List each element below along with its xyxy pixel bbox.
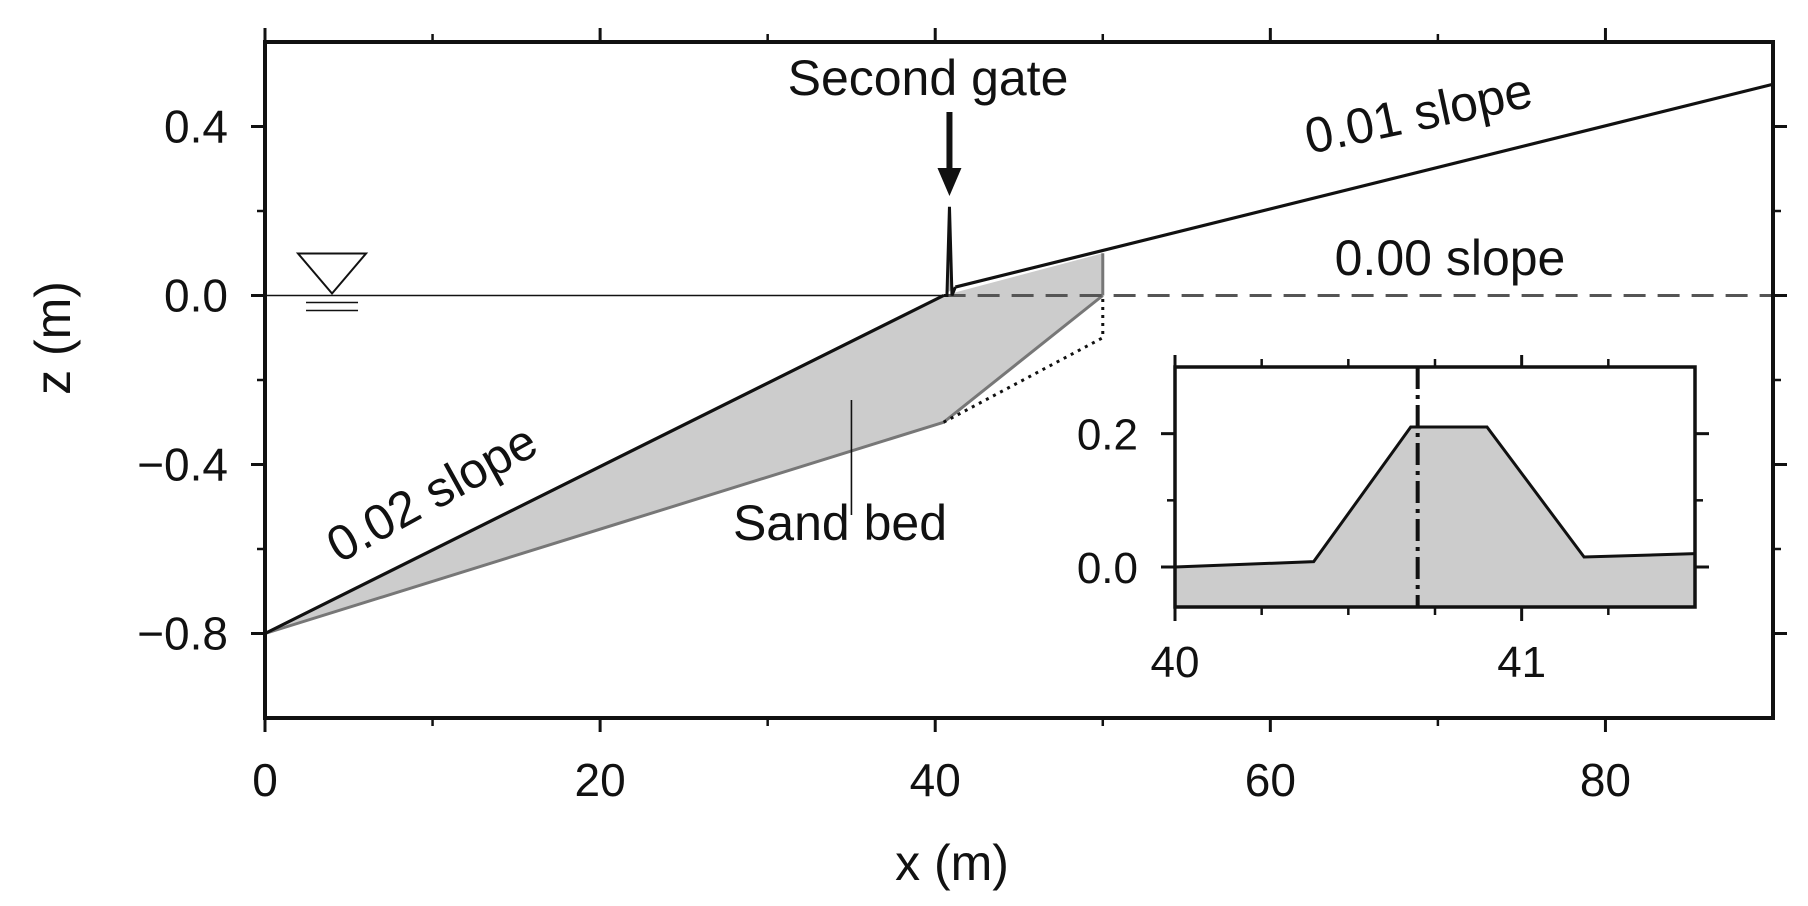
y-tick-label: −0.4 (137, 439, 228, 491)
second-gate-line (943, 206, 957, 297)
gate-arrow-head (937, 168, 962, 196)
x-tick-label: 40 (910, 754, 961, 806)
sand-bed-fill (265, 253, 1103, 634)
x-tick-label: 60 (1245, 754, 1296, 806)
inset-y-tick-label: 0.2 (1077, 411, 1138, 460)
annotation-sand-bed: Sand bed (733, 495, 947, 551)
annotation-000-slope: 0.00 slope (1335, 230, 1566, 286)
series-002-slope-line (264, 294, 945, 635)
y-tick-label: −0.8 (137, 608, 228, 660)
x-axis-label: x (m) (895, 835, 1009, 891)
inset-x-tick-label: 41 (1497, 638, 1546, 687)
inset-y-tick-label: 0.0 (1077, 544, 1138, 593)
inset-x-tick-label: 40 (1151, 638, 1200, 687)
x-tick-label: 20 (575, 754, 626, 806)
annotation-001-slope: 0.01 slope (1300, 62, 1537, 165)
inset-profile-line (1174, 425, 1696, 569)
x-tick-label: 0 (252, 754, 278, 806)
inset-plot: 40 41 0.0 0.2 (1077, 355, 1709, 687)
y-tick-label: 0.4 (164, 101, 228, 153)
x-tick-label: 80 (1580, 754, 1631, 806)
y-axis-label: z (m) (25, 281, 81, 395)
main-plot: 0 20 40 60 80 0.4 0.0 −0.4 −0.8 (137, 28, 1787, 806)
y-tick-label: 0.0 (164, 270, 228, 322)
series-001-slope-line (954, 82, 1774, 289)
dotted-extension-line (942, 295, 1105, 424)
annotation-second-gate: Second gate (788, 50, 1069, 106)
inset-profile-fill (1175, 427, 1695, 607)
water-level-icon (295, 252, 369, 296)
